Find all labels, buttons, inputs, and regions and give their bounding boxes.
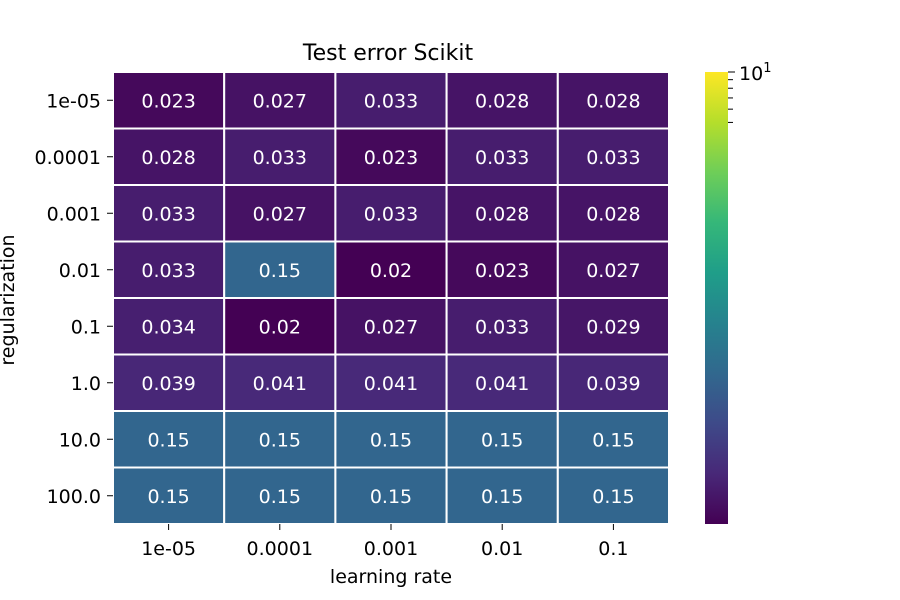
- x-tick-label: 0.1: [598, 538, 628, 560]
- heatmap-cell: [112, 410, 226, 469]
- heatmap-cell: [223, 353, 337, 412]
- heatmap-cell: [223, 297, 337, 356]
- cell-value-label: 0.027: [586, 260, 640, 282]
- y-tick-label: 0.01: [59, 260, 101, 282]
- cell-value-label: 0.033: [253, 147, 307, 169]
- heatmap-cell: [334, 297, 448, 356]
- cell-value-label: 0.033: [364, 90, 418, 112]
- cell-value-label: 0.034: [141, 316, 195, 338]
- y-axis-ticks: 1e-05 0.0001 0.001 0.01 0.1 1.0 10.0 100.0: [35, 90, 113, 508]
- cell-value-label: 0.027: [253, 203, 307, 225]
- heatmap-cell: [445, 240, 559, 299]
- x-axis-ticks: 1e-05 0.0001 0.001 0.01 0.1: [141, 524, 629, 560]
- cell-value-label: 0.028: [141, 147, 195, 169]
- x-tick-label: 1e-05: [141, 538, 196, 560]
- cell-value-label: 0.033: [475, 316, 529, 338]
- heatmap-cell: [556, 353, 670, 412]
- heatmap-cell: [223, 466, 337, 525]
- cell-value-label: 0.02: [259, 316, 301, 338]
- heatmap-cells: 0.023 0.027 0.033 0.028 0.028 0.028 0.033 0.023…: [112, 71, 670, 525]
- cell-value-label: 0.039: [586, 373, 640, 395]
- heatmap-cell: [112, 466, 226, 525]
- cell-value-label: 0.033: [475, 147, 529, 169]
- x-axis-title: learning rate: [330, 566, 452, 588]
- y-tick-label: 0.001: [47, 203, 101, 225]
- cell-value-label: 0.028: [475, 90, 529, 112]
- heatmap-cell: [556, 240, 670, 299]
- cell-value-label: 0.033: [141, 260, 195, 282]
- cell-value-label: 0.027: [253, 90, 307, 112]
- colorbar-gradient: [705, 72, 728, 524]
- cell-value-label: 0.15: [481, 486, 523, 508]
- heatmap-cell: [223, 184, 337, 243]
- cell-value-label: 0.15: [147, 429, 189, 451]
- y-tick-label: 0.0001: [35, 147, 101, 169]
- cell-value-label: 0.15: [259, 486, 301, 508]
- cell-value-label: 0.033: [586, 147, 640, 169]
- heatmap-cell: [334, 353, 448, 412]
- cell-value-label: 0.15: [147, 486, 189, 508]
- cell-value-label: 0.033: [364, 203, 418, 225]
- heatmap-cell: [223, 71, 337, 130]
- heatmap-cell: [445, 353, 559, 412]
- heatmap-cell: [334, 240, 448, 299]
- cell-value-label: 0.15: [259, 429, 301, 451]
- cell-value-label: 0.029: [586, 316, 640, 338]
- cell-value-label: 0.15: [592, 486, 634, 508]
- heatmap-cell: [556, 127, 670, 186]
- x-tick-label: 0.01: [481, 538, 523, 560]
- y-axis-title: regularization: [0, 234, 19, 365]
- cell-value-label: 0.033: [141, 203, 195, 225]
- colorbar-tick-label: 101: [739, 61, 771, 85]
- y-tick-label: 1.0: [71, 373, 101, 395]
- cell-value-label: 0.15: [592, 429, 634, 451]
- heatmap-cell: [112, 297, 226, 356]
- cell-value-label: 0.028: [475, 203, 529, 225]
- cell-value-label: 0.023: [364, 147, 418, 169]
- y-tick-label: 10.0: [59, 429, 101, 451]
- cell-value-label: 0.027: [364, 316, 418, 338]
- cell-value-label: 0.15: [370, 486, 412, 508]
- cell-value-label: 0.041: [475, 373, 529, 395]
- cell-value-label: 0.15: [259, 260, 301, 282]
- cell-value-label: 0.02: [370, 260, 412, 282]
- x-tick-label: 0.001: [364, 538, 418, 560]
- cell-value-label: 0.041: [364, 373, 418, 395]
- cell-value-label: 0.15: [370, 429, 412, 451]
- cell-value-label: 0.023: [141, 90, 195, 112]
- cell-value-label: 0.028: [586, 203, 640, 225]
- y-tick-label: 1e-05: [46, 90, 101, 112]
- y-tick-label: 0.1: [71, 316, 101, 338]
- y-tick-label: 100.0: [47, 486, 101, 508]
- cell-value-label: 0.028: [586, 90, 640, 112]
- cell-value-label: 0.15: [481, 429, 523, 451]
- heatmap-cell: [445, 184, 559, 243]
- heatmap-cell: [334, 127, 448, 186]
- x-tick-label: 0.0001: [247, 538, 313, 560]
- heatmap-cell: [223, 240, 337, 299]
- cell-value-label: 0.039: [141, 373, 195, 395]
- cell-value-label: 0.041: [253, 373, 307, 395]
- colorbar: 101: [705, 61, 771, 524]
- chart-title: Test error Scikit: [302, 41, 474, 66]
- cell-value-label: 0.023: [475, 260, 529, 282]
